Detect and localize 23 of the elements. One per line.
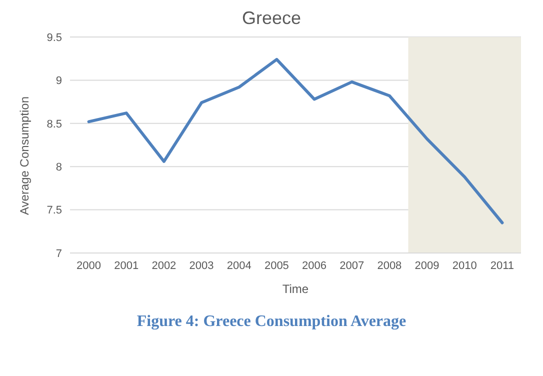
x-axis-title: Time [282, 282, 309, 296]
y-tick-label: 9.5 [46, 32, 62, 44]
y-tick-label: 7 [56, 248, 62, 260]
y-tick-label: 9 [56, 75, 62, 88]
line-series [87, 58, 504, 224]
x-tick-label: 2009 [414, 260, 440, 272]
x-tick-label: 2005 [264, 260, 289, 272]
x-tick-label: 2007 [340, 260, 364, 272]
x-tick-label: 2008 [377, 260, 402, 272]
chart-title: Greece [240, 8, 302, 29]
y-axis-title: Average Consumption [17, 96, 32, 215]
x-tick-label: 2010 [452, 260, 477, 272]
y-tick-label: 8 [56, 162, 62, 174]
x-tick-label: 2001 [114, 260, 139, 272]
x-tick-label: 2003 [189, 260, 214, 272]
x-tick-label: 2011 [490, 260, 514, 272]
x-tick-label: 2004 [226, 260, 252, 272]
y-tick-label: 8.5 [46, 118, 62, 130]
x-tick-label: 2000 [76, 260, 102, 272]
x-tick-label: 2006 [302, 260, 327, 272]
x-tick-label: 2002 [152, 260, 176, 272]
caption: Figure 4: Greece Consumption Average [136, 313, 408, 331]
y-tick-label: 7.5 [46, 204, 62, 217]
